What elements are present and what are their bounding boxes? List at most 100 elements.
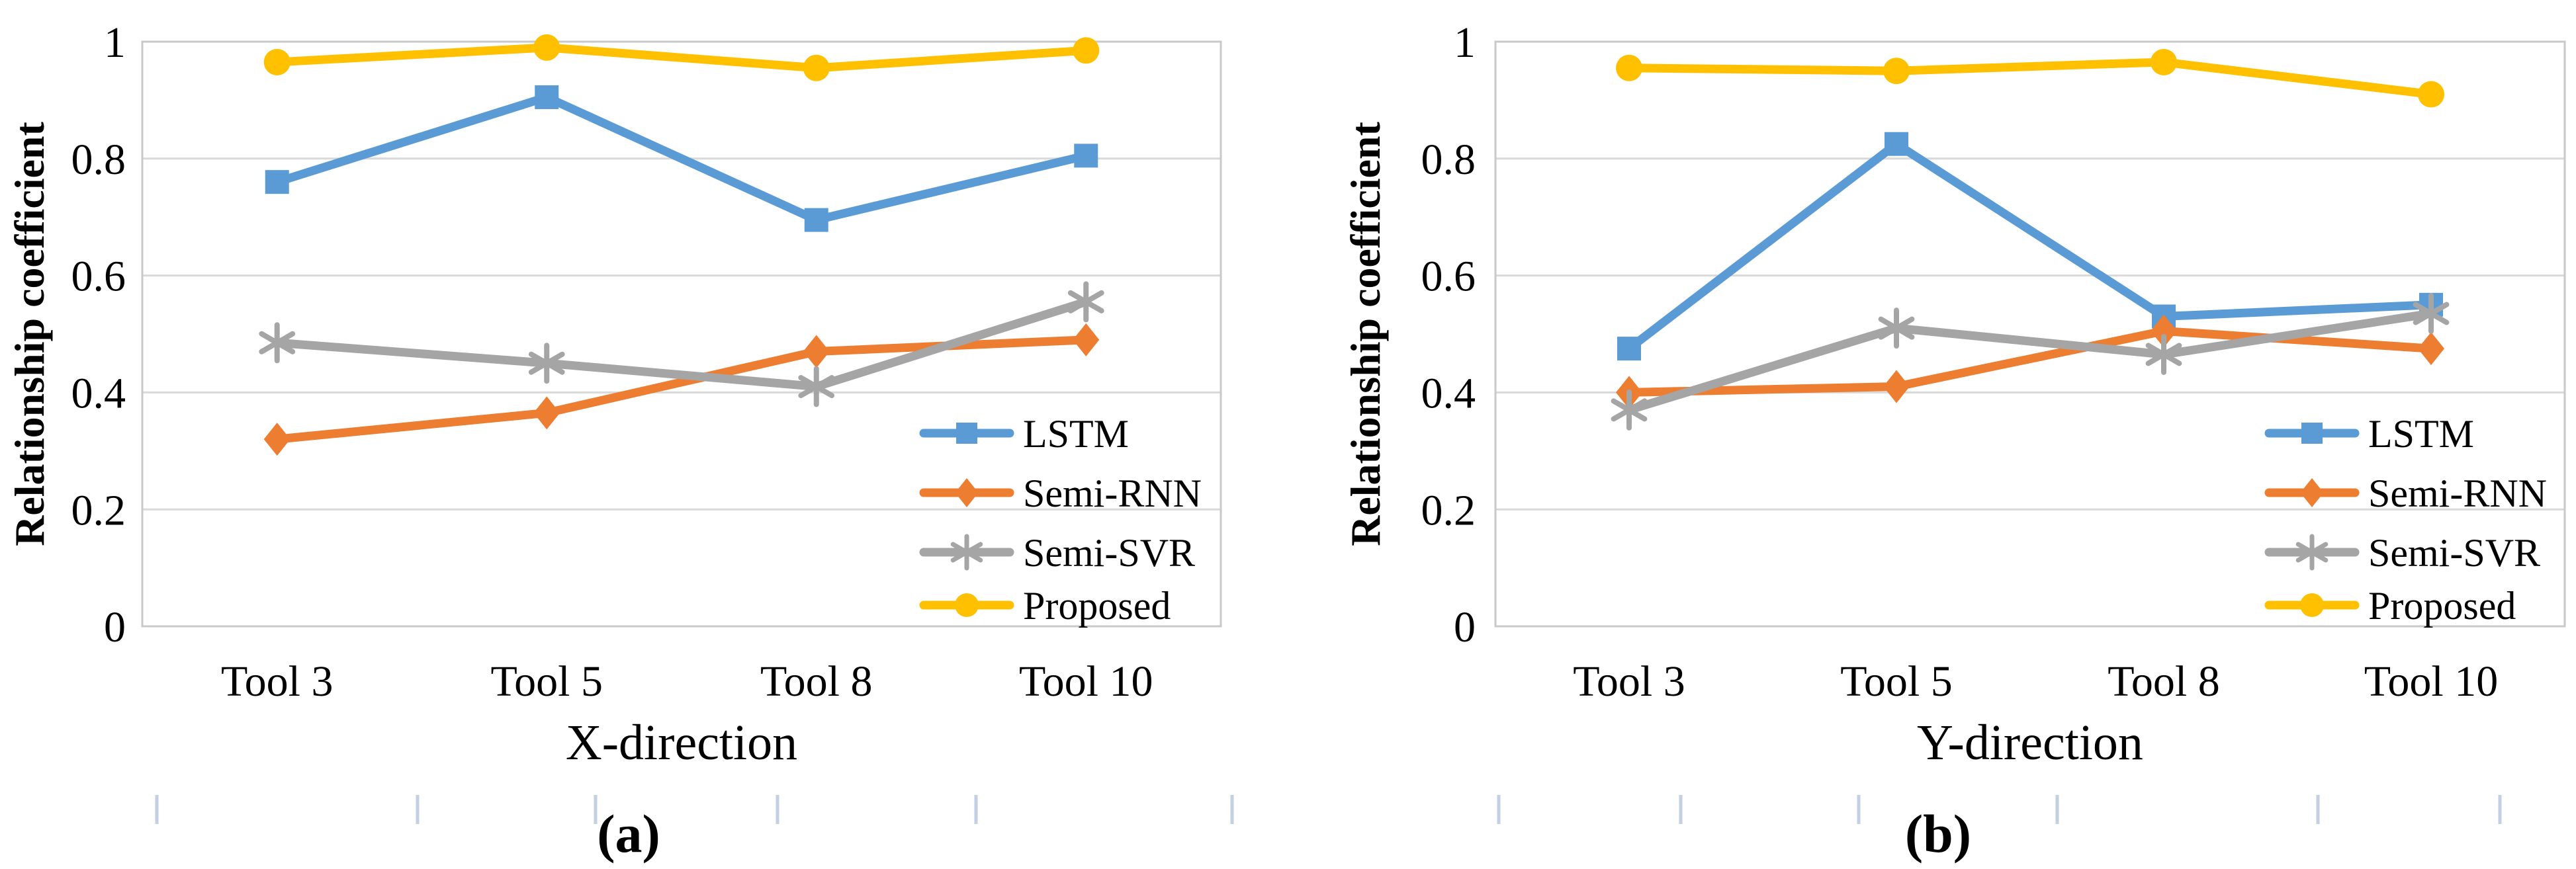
x-category-label: Tool 5 <box>490 657 603 706</box>
marker-Semi-RNN-Tool 10 <box>2418 332 2444 366</box>
y-tick-label: 0.4 <box>1421 370 1476 418</box>
plot-area-border <box>1494 40 2566 628</box>
legend-item-LSTM: LSTM <box>2264 412 2474 456</box>
x-category-label: Tool 10 <box>2364 657 2499 706</box>
plot-area-border <box>141 40 1222 628</box>
legend-item-Proposed: Proposed <box>2264 584 2516 628</box>
legend-marker-Semi-SVR <box>2295 534 2329 571</box>
y-tick-label: 0.6 <box>71 253 126 301</box>
y-tick-label: 0 <box>1454 603 1476 651</box>
marker-LSTM-Tool 5 <box>1885 132 1908 156</box>
marker-Semi-SVR-Tool 5 <box>1878 308 1915 349</box>
y-tick-label: 0.8 <box>1421 136 1476 184</box>
legend-label-Semi-RNN: Semi-RNN <box>2368 472 2547 515</box>
x-category-label: Tool 8 <box>760 657 873 706</box>
line-chart-y-direction: 0 0.2 0.4 0.6 0.8 1 Relationship coefficient To… <box>1342 19 2566 824</box>
legend-label-Proposed: Proposed <box>1023 584 1171 628</box>
legend-label-Semi-SVR: Semi-SVR <box>2368 531 2540 575</box>
series-Proposed <box>263 34 1100 81</box>
y-tick-label: 1 <box>1454 19 1476 67</box>
legend-marker-Semi-RNN <box>2300 478 2324 507</box>
y-axis-tick-labels: 0 0.2 0.4 0.6 0.8 1 <box>71 19 126 651</box>
legend-item-Semi-SVR: Semi-SVR <box>919 531 1195 575</box>
marker-Semi-RNN-Tool 5 <box>1883 370 1910 403</box>
x-category-label: Tool 3 <box>1573 657 1685 706</box>
legend-label-Semi-RNN: Semi-RNN <box>1023 472 1202 515</box>
legend-label-LSTM: LSTM <box>1023 412 1129 456</box>
legend-item-Semi-RNN: Semi-RNN <box>2264 472 2547 515</box>
series-line-Semi-RNN <box>1624 327 2436 397</box>
faint-tick-row <box>1497 795 2502 824</box>
series-Semi-SVR <box>259 281 1104 407</box>
legend-label-Proposed: Proposed <box>2368 584 2516 628</box>
series-line-Proposed <box>273 43 1090 73</box>
legend-marker-Semi-RNN <box>955 478 979 507</box>
legend-marker-Semi-SVR <box>950 534 983 571</box>
marker-LSTM-Tool 3 <box>1617 337 1641 361</box>
marker-Semi-RNN-Tool 3 <box>263 423 290 456</box>
marker-Semi-SVR-Tool 8 <box>2145 333 2182 375</box>
x-category-label: Tool 5 <box>1840 657 1953 706</box>
legend: LSTM Semi-RNN Semi-SVR Proposed <box>919 412 1202 628</box>
series-line-Semi-SVR <box>1624 309 2436 415</box>
series-line-LSTM <box>273 93 1090 225</box>
x-axis-title: Y-direction <box>1917 715 2143 770</box>
marker-Semi-SVR-Tool 8 <box>798 366 835 407</box>
marker-Proposed-Tool 5 <box>1883 58 1910 85</box>
subfigure-label-a: (a) <box>597 804 660 864</box>
marker-Semi-RNN-Tool 5 <box>533 396 560 430</box>
y-tick-label: 0.2 <box>71 486 126 534</box>
series-line-Proposed <box>1624 58 2436 99</box>
marker-Proposed-Tool 3 <box>1616 54 1642 81</box>
x-axis-category-labels: Tool 3 Tool 5 Tool 8 Tool 10 <box>221 657 1153 706</box>
marker-Semi-SVR-Tool 10 <box>2413 293 2450 335</box>
marker-Semi-SVR-Tool 3 <box>1611 389 1648 431</box>
legend-label-Semi-SVR: Semi-SVR <box>1023 531 1195 575</box>
line-chart-x-direction: 0 0.2 0.4 0.6 0.8 1 Relationship coefficient To… <box>6 19 1234 824</box>
series-LSTM <box>1617 132 2443 361</box>
marker-Semi-SVR-Tool 10 <box>1067 281 1104 323</box>
marker-Proposed-Tool 8 <box>803 54 830 81</box>
marker-LSTM-Tool 3 <box>265 170 289 194</box>
legend: LSTM Semi-RNN Semi-SVR Proposed <box>2264 412 2547 628</box>
y-axis-title: Relationship coefficient <box>6 121 53 546</box>
marker-Semi-RNN-Tool 8 <box>803 335 830 368</box>
y-tick-label: 1 <box>104 19 126 67</box>
legend-item-Semi-RNN: Semi-RNN <box>919 472 1202 515</box>
legend-item-Proposed: Proposed <box>919 584 1171 628</box>
marker-Semi-SVR-Tool 3 <box>259 322 296 364</box>
marker-LSTM-Tool 8 <box>804 208 828 232</box>
chart-panel-a: 0 0.2 0.4 0.6 0.8 1 Relationship coefficient To… <box>0 0 1284 869</box>
y-tick-label: 0.4 <box>71 370 126 418</box>
marker-Proposed-Tool 3 <box>263 48 290 75</box>
x-category-label: Tool 3 <box>221 657 333 706</box>
series-line-LSTM <box>1624 140 2436 353</box>
subfigure-label-b: (b) <box>1904 804 1972 864</box>
marker-LSTM-Tool 10 <box>1074 144 1098 168</box>
marker-Semi-RNN-Tool 10 <box>1073 323 1100 356</box>
series-line-Semi-SVR <box>273 297 1090 392</box>
series-Semi-SVR <box>1611 293 2450 431</box>
series-Proposed <box>1616 48 2444 108</box>
faint-tick-row <box>155 795 1234 824</box>
chart-panel-b: 0 0.2 0.4 0.6 0.8 1 Relationship coefficient To… <box>1284 0 2576 869</box>
x-axis-category-labels: Tool 3 Tool 5 Tool 8 Tool 10 <box>1573 657 2498 706</box>
legend-marker-LSTM <box>2301 423 2323 444</box>
legend-item-LSTM: LSTM <box>919 412 1129 456</box>
legend-label-LSTM: LSTM <box>2368 412 2474 456</box>
series-Semi-RNN <box>1616 314 2444 409</box>
marker-Proposed-Tool 5 <box>533 34 560 61</box>
marker-Proposed-Tool 8 <box>2151 48 2177 75</box>
y-tick-label: 0.2 <box>1421 486 1476 534</box>
marker-Proposed-Tool 10 <box>2418 81 2444 108</box>
marker-Semi-RNN-Tool 8 <box>2151 314 2177 348</box>
legend-marker-Proposed <box>955 593 979 617</box>
y-tick-label: 0.8 <box>71 136 126 184</box>
x-category-label: Tool 8 <box>2108 657 2220 706</box>
y-axis-title: Relationship coefficient <box>1342 121 1389 546</box>
y-axis-tick-labels: 0 0.2 0.4 0.6 0.8 1 <box>1421 19 1476 651</box>
legend-marker-LSTM <box>956 423 977 444</box>
legend-marker-Proposed <box>2300 593 2324 617</box>
x-axis-title: X-direction <box>566 715 797 770</box>
